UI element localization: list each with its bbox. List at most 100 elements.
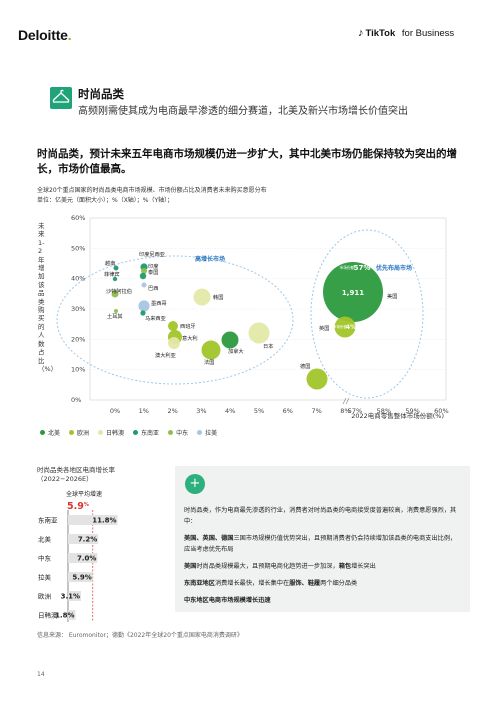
- growth-region-label: 拉美: [38, 573, 52, 582]
- bubble-越南: [113, 265, 119, 271]
- bubble-沙特阿拉伯: [111, 290, 119, 298]
- usa-value: 1,911: [342, 289, 364, 297]
- chart-ellipses: [56, 229, 424, 399]
- y-tick-label: 10%: [71, 366, 85, 374]
- legend-label: 东南亚: [141, 430, 160, 437]
- insight-p1: 时尚品类，作为电商最先渗透的行业，消费者对时尚品类的电商接受度普遍较高，消费意愿…: [184, 507, 457, 525]
- legend-swatch: [168, 430, 174, 435]
- bubble-label: 澳大利亚: [155, 351, 176, 359]
- average-label: 全球平均增速: [66, 490, 102, 498]
- y-tick-label: 60%: [71, 214, 85, 222]
- legend-item: 中东: [168, 428, 188, 437]
- legend-swatch: [133, 430, 139, 435]
- legend-swatch: [40, 430, 45, 435]
- bubble-label: 沙特阿拉伯: [106, 287, 132, 295]
- insight-p3: 美国时尚品类规模最大，且预期电商化趋势进一步加深，箱包增长突出: [184, 563, 376, 570]
- y-tick-label: 20%: [71, 335, 85, 343]
- bubble-韩国: [193, 288, 211, 306]
- insight-p4: 东南亚地区消费增长最快，增长集中在服饰、鞋履两个细分品类: [184, 580, 358, 587]
- x-tick-label: 60%: [434, 407, 448, 415]
- bubble-label: 美国: [387, 292, 397, 300]
- bubble-label: 英国: [319, 324, 329, 332]
- bubble-法国: [201, 340, 221, 360]
- y-tick-label: 0%: [71, 396, 81, 404]
- bubble-label: 西班牙: [180, 322, 196, 330]
- legend-label: 欧洲: [77, 430, 90, 437]
- y-tick-label: 30%: [71, 305, 85, 313]
- bubble-label: 菲律宾: [104, 270, 120, 278]
- legend-swatch: [69, 430, 75, 435]
- category-title: 时尚品类: [78, 87, 124, 101]
- bubble-label: 韩国: [213, 293, 223, 301]
- tiktok-note-icon: ♪: [358, 27, 364, 39]
- insight-panel: [175, 466, 470, 612]
- legend-label: 日韩澳: [106, 430, 125, 437]
- bubble-label: 日本: [263, 342, 273, 350]
- growth-region-label: 东南亚: [38, 516, 58, 525]
- growth-region-label: 欧洲: [38, 592, 51, 601]
- bubble-label: 墨西哥: [151, 300, 167, 307]
- growth-value: 11.8%: [92, 517, 116, 525]
- tiktok-logo: ♪ TikTok for Business: [358, 27, 455, 39]
- bubble-墨西哥: [138, 300, 150, 312]
- bubble-澳大利亚: [168, 337, 180, 349]
- legend-label: 中东: [176, 430, 189, 437]
- growth-value: 3.1%: [61, 593, 80, 601]
- x-tick-label: 8%: [340, 407, 350, 415]
- legend-item: 东南亚: [133, 428, 159, 437]
- bubble-德国: [306, 368, 328, 390]
- legend-label: 北美: [48, 430, 61, 437]
- growth-bar: [68, 610, 76, 620]
- x-tick-label: 57%: [348, 407, 362, 415]
- chart-title: 全球20个重点国家的时尚品类电商市场规模、市场份额占比及消费者未来购买意愿分布: [37, 187, 267, 194]
- growth-value: 7.2%: [78, 536, 97, 544]
- insight-p5: 中东地区电商市场规模增长迅速: [184, 597, 271, 604]
- growth-value: 5.9%: [72, 574, 91, 582]
- legend-item: 日韩澳: [98, 428, 124, 437]
- bubble-西班牙: [168, 321, 178, 331]
- x-tick-label: 58%: [377, 407, 391, 415]
- fashion-category-icon: [50, 87, 72, 109]
- page-headline: 时尚品类，预计未来五年电商市场规模仍进一步扩大，其中北美市场仍能保持较为突出的增…: [37, 148, 457, 175]
- x-tick-label: 5%: [254, 407, 264, 415]
- bubble-label: 德国: [300, 362, 310, 370]
- chart-units: 单位：亿美元（面积大小）；%（X轴）；%（Y轴）；: [37, 197, 174, 204]
- axis-break-mark: [342, 397, 347, 405]
- x-tick-label: 6%: [283, 407, 293, 415]
- legend-swatch: [98, 430, 104, 435]
- y-tick-label: 50%: [71, 244, 85, 252]
- bubble-菲律宾: [112, 276, 118, 282]
- growth-bar: [68, 553, 98, 563]
- insight-p2: 美国、英国、德国三国市场规模仍值优势突出，且预期消费者仍会持续增加该品类的电商支…: [184, 535, 457, 553]
- bubble-label: 马来西亚: [145, 314, 166, 322]
- x-tick-label: 7%: [311, 407, 321, 415]
- source-note: 信息来源： Euromonitor；德勤《2022年全球20个重点国家电商消费调…: [37, 632, 243, 639]
- deloitte-logo: Deloitte.: [18, 27, 72, 43]
- bubble-label: 加拿大: [228, 347, 244, 355]
- growth-bar: [68, 534, 99, 544]
- growth-bar-chart: 全球平均增速 5.9% 东南亚 11.8% 北美 7.2% 中东 7.0% 拉美 5.9% 欧洲 3.…: [38, 490, 118, 622]
- x-axis-ticks: 0% 1% 2% 3% 4% 5% 6% 7% 8%57% 58% 59% 60%: [110, 397, 449, 415]
- legend-item: 北美: [40, 428, 60, 437]
- y-axis-ticks: 0% 10% 20% 30% 40% 50% 60%: [71, 214, 85, 404]
- x-tick-label: 0%: [110, 407, 120, 415]
- bubble-label: 土耳其: [107, 312, 123, 320]
- bubble-label: 法国: [204, 358, 214, 366]
- bubble-印度: [141, 268, 147, 274]
- axis-break-mark: [345, 397, 350, 405]
- page-number: 14: [37, 671, 45, 678]
- plus-icon: +: [185, 474, 205, 494]
- x-tick-label: 4%: [225, 407, 235, 415]
- growth-bar: [68, 591, 82, 601]
- bubble-label: 巴西: [148, 285, 158, 292]
- x-tick-label: 3%: [196, 407, 206, 415]
- bubble-日本: [248, 322, 270, 344]
- insight-text: 时尚品类，作为电商最先渗透的行业，消费者对时尚品类的电商接受度普遍较高，消费意愿…: [184, 505, 462, 612]
- x-tick-label: 1%: [139, 407, 149, 415]
- legend-item: 拉美: [197, 428, 217, 437]
- category-subtitle: 高频刚需使其成为电商最早渗透的细分赛道，北美及新兴市场增长价值突出: [78, 106, 408, 117]
- high-growth-ellipse: [56, 255, 294, 385]
- x-tick-label: 2%: [167, 407, 177, 415]
